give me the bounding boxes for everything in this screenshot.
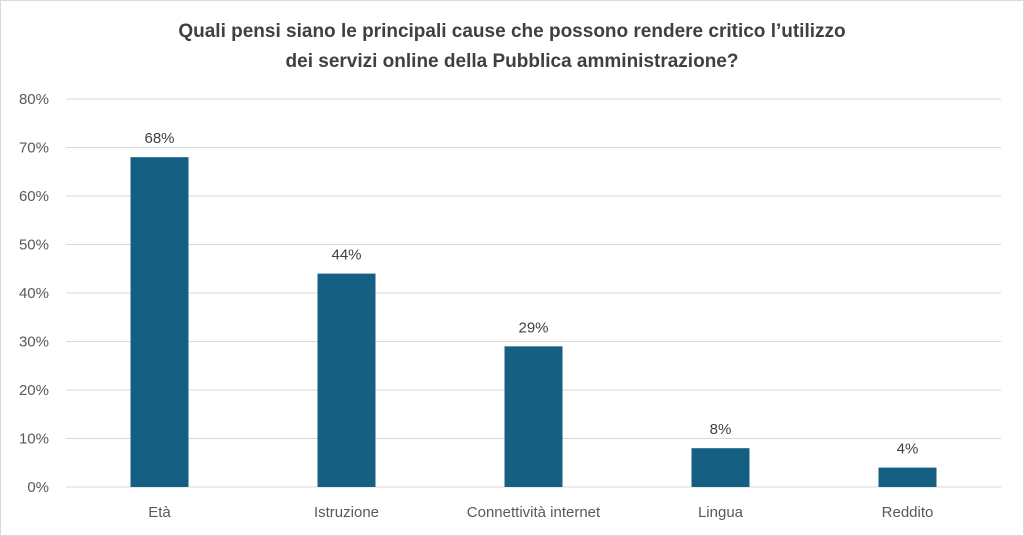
x-tick-label: Connettività internet [467, 504, 601, 521]
x-tick-label: Reddito [882, 504, 934, 521]
y-tick-label: 60% [19, 188, 49, 205]
bar [317, 273, 376, 487]
data-label: 44% [331, 247, 361, 264]
bar [691, 448, 750, 487]
y-tick-label: 80% [19, 91, 49, 108]
chart-title-line-1: Quali pensi siano le principali cause ch… [178, 21, 846, 42]
y-tick-label: 10% [19, 431, 49, 448]
chart-title-line-2: dei servizi online della Pubblica ammini… [285, 51, 739, 72]
x-tick-label: Età [148, 504, 171, 521]
data-label: 8% [710, 421, 732, 438]
y-tick-label: 0% [27, 479, 49, 496]
chart-title: Quali pensi siano le principali cause ch… [1, 17, 1023, 77]
data-label: 4% [897, 441, 919, 458]
bar [130, 157, 189, 487]
data-label: 68% [144, 130, 174, 147]
y-tick-label: 50% [19, 237, 49, 254]
y-tick-label: 40% [19, 285, 49, 302]
y-tick-label: 70% [19, 140, 49, 157]
x-tick-label: Lingua [698, 504, 744, 521]
data-label: 29% [518, 319, 548, 336]
y-tick-label: 20% [19, 382, 49, 399]
bar [504, 346, 563, 487]
bar [878, 467, 937, 487]
x-tick-label: Istruzione [314, 504, 379, 521]
y-tick-label: 30% [19, 334, 49, 351]
